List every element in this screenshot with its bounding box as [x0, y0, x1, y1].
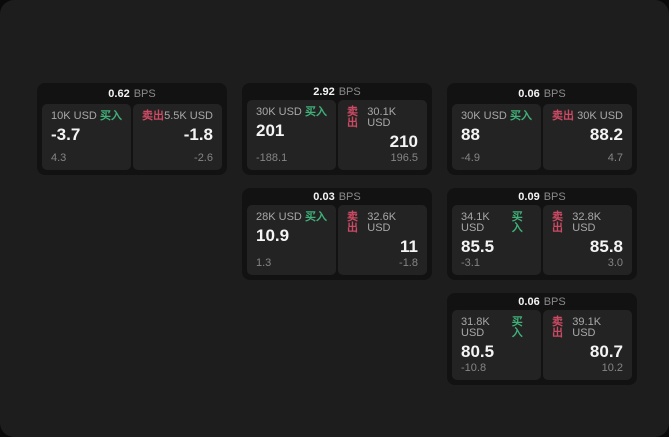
- sell-label: 卖出: [552, 211, 563, 235]
- bps-label: BPS: [133, 87, 156, 100]
- sell-sub-value: 10.2: [601, 362, 623, 374]
- quote-card: 2.92 BPS 30K USD 买入 201 -188.1 卖出 30.1K …: [242, 83, 432, 175]
- buy-value: 201: [256, 121, 285, 141]
- bps-value: 0.06: [518, 87, 540, 100]
- sell-value: 210: [389, 132, 418, 152]
- buy-amount: 34.1K USD: [461, 211, 490, 235]
- buy-value: 80.5: [461, 342, 495, 362]
- bps-label: BPS: [543, 190, 566, 203]
- buy-sub-value: 4.3: [51, 152, 67, 164]
- card-header: 0.03 BPS: [247, 188, 427, 205]
- buy-sub-value: -4.9: [461, 152, 480, 164]
- sell-label: 卖出: [347, 106, 358, 130]
- sell-amount: 30.1K USD: [367, 106, 397, 130]
- buy-panel[interactable]: 31.8K USD 买入 80.5 -10.8: [452, 310, 541, 380]
- buy-panel[interactable]: 28K USD 买入 10.9 1.3: [247, 205, 336, 275]
- buy-label: 买入: [511, 211, 523, 235]
- buy-amount: 10K USD: [51, 110, 97, 122]
- sell-sub-value: 3.0: [607, 257, 623, 269]
- bps-label: BPS: [543, 87, 566, 100]
- sell-value: 88.2: [589, 125, 623, 144]
- bps-value: 0.03: [313, 190, 335, 203]
- buy-label: 买入: [511, 316, 523, 340]
- buy-sub-value: 1.3: [256, 257, 272, 269]
- sell-panel[interactable]: 卖出 30K USD 88.2 4.7: [543, 104, 632, 170]
- buy-sub-value: -3.1: [461, 257, 480, 269]
- bps-value: 0.62: [108, 87, 130, 100]
- buy-label: 买入: [100, 110, 122, 122]
- sell-amount: 32.8K USD: [572, 211, 602, 235]
- sell-panel[interactable]: 卖出 32.6K USD 11 -1.8: [338, 205, 427, 275]
- buy-sub-value: -188.1: [256, 152, 288, 164]
- bps-value: 0.06: [518, 295, 540, 308]
- sell-amount: 32.6K USD: [367, 211, 397, 235]
- sell-amount: 39.1K USD: [572, 316, 602, 340]
- sell-value: 85.8: [589, 237, 623, 257]
- card-header: 0.06 BPS: [452, 293, 632, 310]
- sell-panel[interactable]: 卖出 32.8K USD 85.8 3.0: [543, 205, 632, 275]
- buy-label: 买入: [305, 211, 327, 224]
- sell-value: -1.8: [183, 125, 213, 144]
- quote-card-grid: 0.62 BPS 10K USD 买入 -3.7 4.3 卖出 5.5K USD: [37, 83, 637, 385]
- bps-label: BPS: [543, 295, 566, 308]
- sell-panel[interactable]: 卖出 5.5K USD -1.8 -2.6: [133, 104, 222, 170]
- sell-label: 卖出: [552, 316, 563, 340]
- buy-panel[interactable]: 10K USD 买入 -3.7 4.3: [42, 104, 131, 170]
- buy-label: 买入: [305, 106, 327, 119]
- buy-amount: 28K USD: [256, 211, 302, 224]
- sell-sub-value: 196.5: [390, 152, 418, 164]
- buy-label: 买入: [510, 110, 532, 122]
- buy-sub-value: -10.8: [461, 362, 487, 374]
- card-header: 0.06 BPS: [452, 83, 632, 104]
- sell-amount: 5.5K USD: [164, 110, 213, 122]
- buy-value: 85.5: [461, 237, 495, 257]
- buy-panel[interactable]: 30K USD 买入 88 -4.9: [452, 104, 541, 170]
- sell-value: 11: [400, 237, 418, 257]
- buy-amount: 30K USD: [461, 110, 507, 122]
- buy-value: 88: [461, 125, 480, 144]
- quote-card: 0.06 BPS 31.8K USD 买入 80.5 -10.8 卖出 39.1…: [447, 293, 637, 385]
- bps-value: 2.92: [313, 85, 335, 98]
- card-header: 0.09 BPS: [452, 188, 632, 205]
- buy-value: -3.7: [51, 125, 81, 144]
- bps-label: BPS: [338, 85, 361, 98]
- buy-value: 10.9: [256, 226, 290, 246]
- card-header: 0.62 BPS: [42, 83, 222, 104]
- card-header: 2.92 BPS: [247, 83, 427, 100]
- bps-value: 0.09: [518, 190, 540, 203]
- sell-label: 卖出: [142, 110, 164, 122]
- buy-panel[interactable]: 34.1K USD 买入 85.5 -3.1: [452, 205, 541, 275]
- quote-card: 0.03 BPS 28K USD 买入 10.9 1.3 卖出 32.6K US…: [242, 188, 432, 280]
- quote-card: 0.62 BPS 10K USD 买入 -3.7 4.3 卖出 5.5K USD: [37, 83, 227, 175]
- bps-label: BPS: [338, 190, 361, 203]
- sell-amount: 30K USD: [577, 110, 623, 122]
- sell-label: 卖出: [347, 211, 358, 235]
- buy-amount: 31.8K USD: [461, 316, 490, 340]
- sell-sub-value: -1.8: [399, 257, 418, 269]
- sell-panel[interactable]: 卖出 39.1K USD 80.7 10.2: [543, 310, 632, 380]
- sell-panel[interactable]: 卖出 30.1K USD 210 196.5: [338, 100, 427, 170]
- quote-card: 0.06 BPS 30K USD 买入 88 -4.9 卖出 30K USD: [447, 83, 637, 175]
- sell-sub-value: -2.6: [194, 152, 213, 164]
- quote-card: 0.09 BPS 34.1K USD 买入 85.5 -3.1 卖出 32.8K…: [447, 188, 637, 280]
- sell-value: 80.7: [589, 342, 623, 362]
- buy-amount: 30K USD: [256, 106, 302, 119]
- sell-label: 卖出: [552, 110, 574, 122]
- sell-sub-value: 4.7: [607, 152, 623, 164]
- buy-panel[interactable]: 30K USD 买入 201 -188.1: [247, 100, 336, 170]
